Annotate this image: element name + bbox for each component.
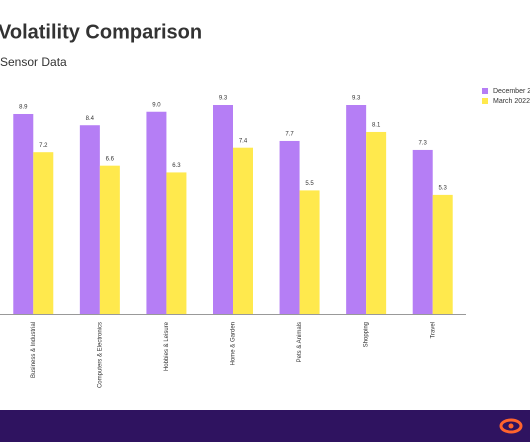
bar bbox=[79, 125, 100, 315]
bar bbox=[299, 190, 320, 314]
data-label: 7.2 bbox=[39, 143, 48, 149]
data-label: 8.4 bbox=[86, 116, 95, 122]
x-tick-label: Hobbies & Leisure bbox=[164, 321, 170, 371]
bar bbox=[146, 111, 167, 314]
bar bbox=[166, 172, 187, 314]
bar bbox=[213, 105, 233, 314]
data-label: 7.3 bbox=[419, 141, 428, 147]
footer-logo bbox=[499, 418, 523, 434]
x-tick-label: Home & Garden bbox=[231, 322, 237, 365]
data-label: 9.3 bbox=[219, 96, 228, 102]
data-label: 8.9 bbox=[19, 105, 28, 111]
chart-subtitle: Sensor Data bbox=[0, 55, 67, 69]
x-tick-label: Business & Industrial bbox=[31, 322, 37, 378]
data-label: 9.3 bbox=[352, 96, 361, 102]
bar bbox=[366, 131, 387, 314]
x-tick-label: Computers & Electronics bbox=[97, 322, 103, 388]
legend-swatch bbox=[482, 98, 488, 104]
bar bbox=[233, 147, 253, 314]
data-label: 8.1 bbox=[372, 123, 381, 129]
x-tick-label: Travel bbox=[430, 322, 436, 338]
data-label: 7.7 bbox=[285, 132, 294, 138]
chart-title: Volatility Comparison bbox=[0, 21, 202, 43]
x-tick-label: Pets & Animals bbox=[297, 322, 303, 362]
data-label: 7.4 bbox=[239, 138, 248, 144]
data-label: 5.3 bbox=[439, 185, 448, 191]
legend-label: December 2 bbox=[493, 88, 530, 95]
data-label: 9.0 bbox=[152, 102, 161, 108]
footer-bar bbox=[0, 410, 530, 442]
bar bbox=[33, 152, 54, 314]
bar bbox=[346, 105, 367, 314]
x-tick-label: Shopping bbox=[364, 322, 370, 347]
data-label: 6.6 bbox=[106, 156, 115, 162]
data-label: 6.3 bbox=[172, 163, 181, 169]
legend-swatch bbox=[482, 88, 488, 94]
bar bbox=[279, 140, 300, 314]
bar bbox=[13, 113, 34, 314]
bar bbox=[99, 165, 120, 314]
bar bbox=[432, 194, 453, 314]
legend-label: March 2022 bbox=[493, 98, 530, 105]
bar bbox=[412, 149, 433, 314]
data-label: 5.5 bbox=[305, 181, 314, 187]
